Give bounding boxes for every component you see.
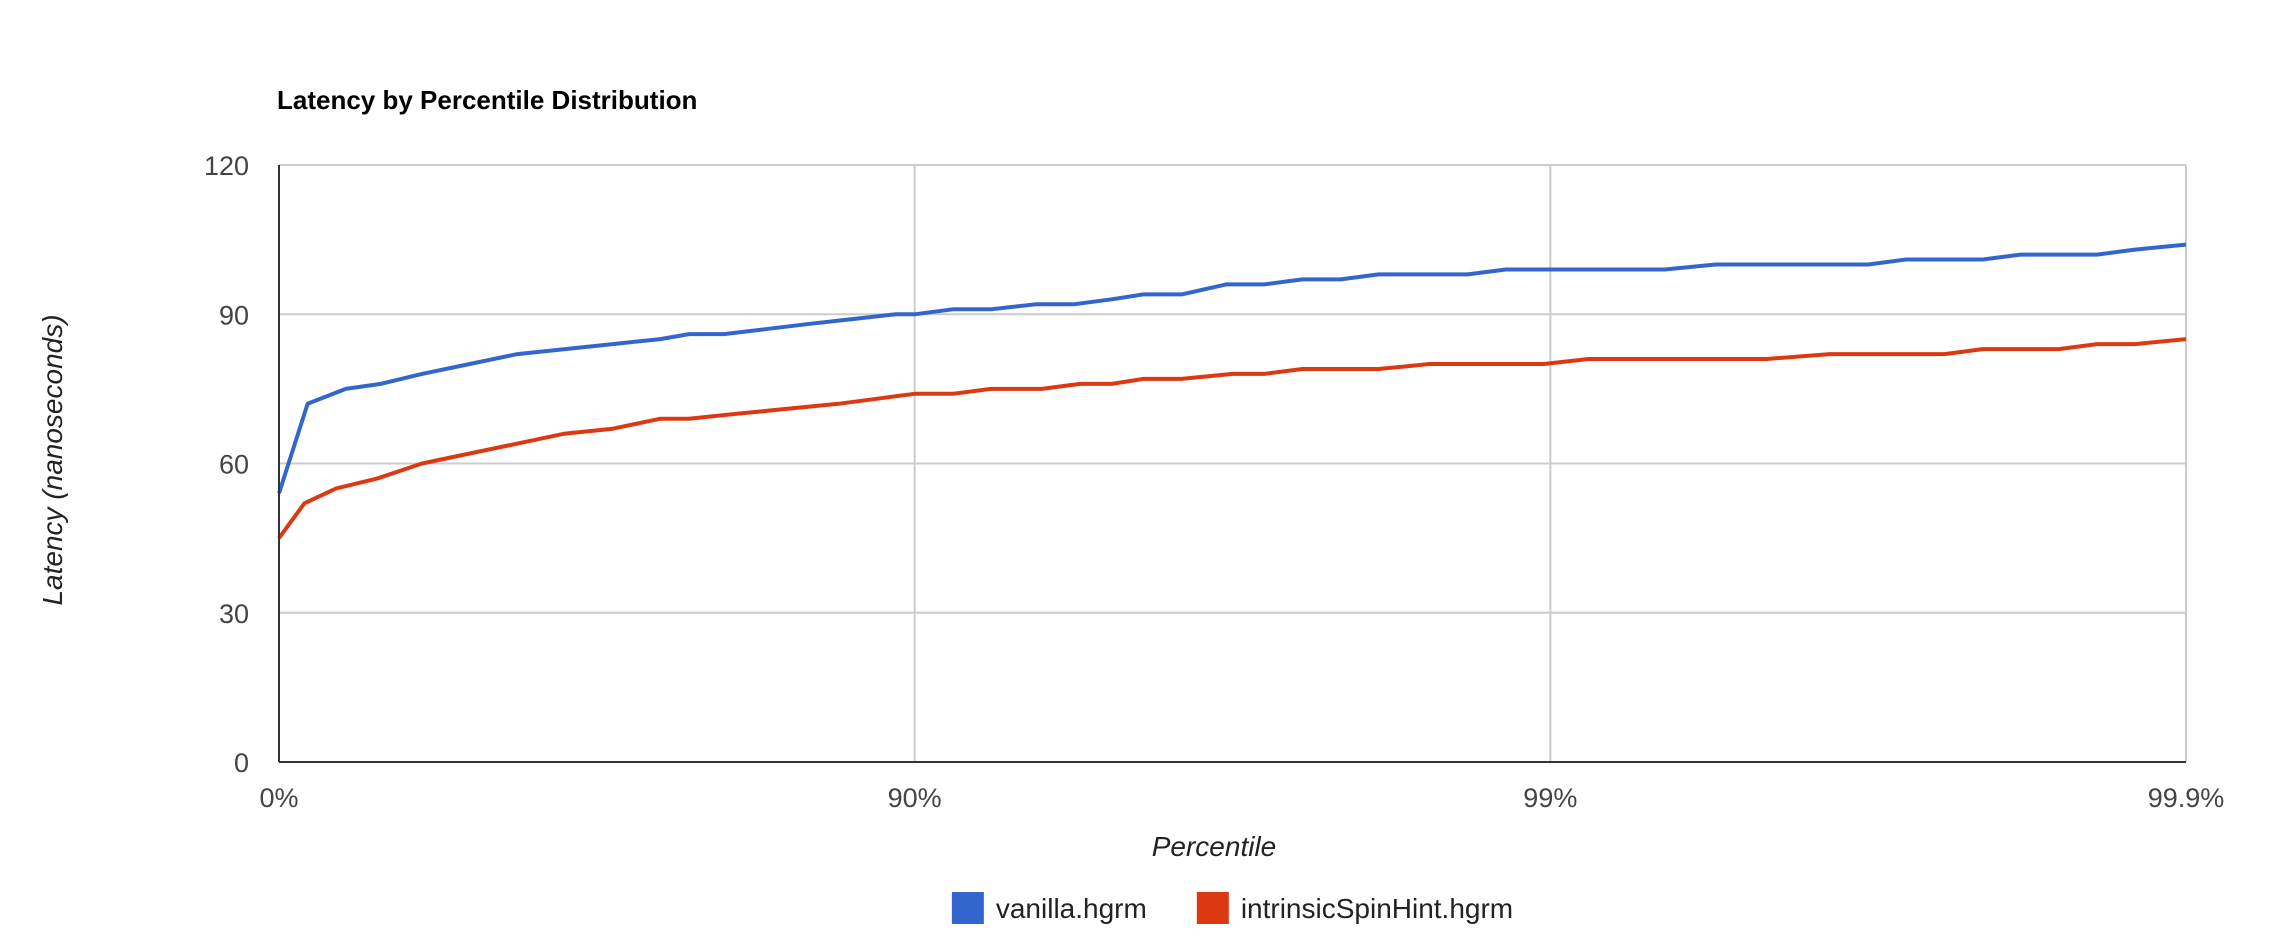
legend: vanilla.hgrm intrinsicSpinHint.hgrm [951,892,1513,924]
legend-swatch [951,892,984,924]
y-tick-label: 0 [234,748,249,778]
series-line-2 [277,337,2187,540]
y-axis-title: Latency (nanoseconds) [37,314,68,605]
y-tick-label: 120 [204,151,249,181]
x-tick-label: 90% [888,783,942,813]
y-tick-label: 60 [219,450,249,480]
x-tick-label: 99% [1523,783,1577,813]
series-line-1 [277,242,2187,494]
x-tick-label: 0% [259,783,298,813]
legend-label: intrinsicSpinHint.hgrm [1241,893,1513,924]
axes [278,165,2186,763]
x-tick-label: 99.9% [2148,783,2225,813]
legend-item: vanilla.hgrm [951,892,1147,924]
tick-labels: 0 30 60 90 120 0% 90% 99% 99.9% [204,151,2224,813]
legend-swatch [1196,892,1229,924]
legend-label: vanilla.hgrm [996,893,1147,924]
chart-title: Latency by Percentile Distribution [277,85,697,115]
y-tick-label: 30 [219,599,249,629]
legend-item: intrinsicSpinHint.hgrm [1196,892,1513,924]
series-lines [277,242,2187,540]
x-axis-title: Percentile [1152,831,1277,862]
y-tick-label: 90 [219,300,249,330]
grid [278,164,2187,762]
